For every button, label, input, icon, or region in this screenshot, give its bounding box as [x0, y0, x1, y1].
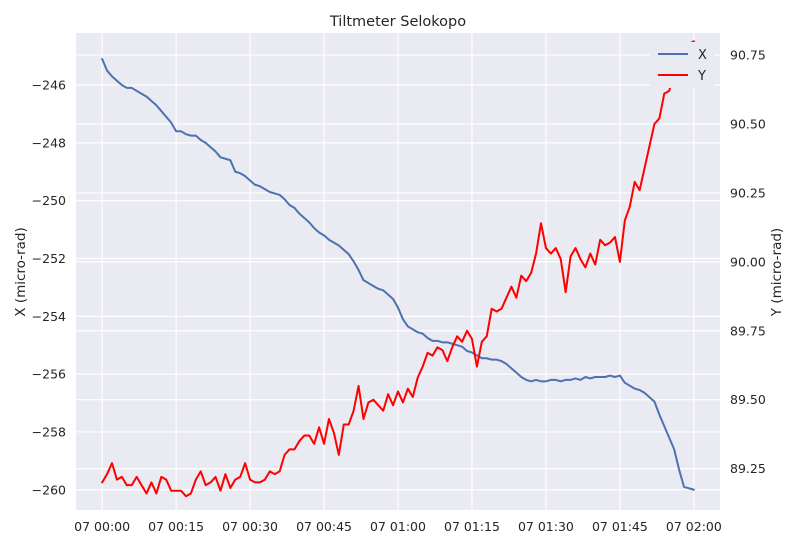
left-y-tick-label: −254	[32, 309, 66, 324]
left-y-tick-label: −260	[32, 482, 66, 497]
right-y-tick-labels: 90.75 90.50 90.25 90.00 89.75 89.50 89.25	[730, 48, 766, 477]
left-y-tick-label: −248	[32, 135, 66, 150]
left-y-tick-label: −258	[32, 424, 66, 439]
left-y-tick-label: −256	[32, 367, 66, 382]
left-y-tick-labels: −246 −248 −250 −252 −254 −256 −258 −260	[32, 78, 66, 498]
x-tick-label: 07 01:45	[592, 519, 648, 534]
x-tick-label: 07 01:00	[370, 519, 426, 534]
x-tick-label: 07 02:00	[666, 519, 722, 534]
left-y-tick-label: −252	[32, 251, 66, 266]
x-tick-label: 07 01:30	[518, 519, 574, 534]
right-y-tick-label: 90.00	[730, 254, 766, 269]
legend-box	[650, 42, 714, 88]
x-tick-label: 07 00:30	[222, 519, 278, 534]
series-layer	[101, 40, 695, 498]
x-tick-labels: 07 00:00 07 00:15 07 00:30 07 00:45 07 01:00…	[74, 519, 722, 534]
right-y-axis-label: Y (micro-rad)	[769, 228, 785, 317]
legend: X Y	[650, 42, 714, 88]
left-y-axis-label: X (micro-rad)	[13, 227, 29, 316]
right-y-tick-label: 89.25	[730, 461, 766, 476]
grid-lines	[76, 33, 720, 510]
right-y-tick-label: 90.75	[730, 48, 766, 63]
right-y-tick-label: 90.25	[730, 185, 766, 200]
x-tick-label: 07 01:15	[444, 519, 500, 534]
x-tick-label: 07 00:15	[148, 519, 204, 534]
right-y-tick-label: 89.50	[730, 392, 766, 407]
right-y-tick-label: 90.50	[730, 116, 766, 131]
left-y-tick-label: −250	[32, 193, 66, 208]
right-y-tick-label: 89.75	[730, 323, 766, 338]
series-line-y	[101, 40, 695, 498]
left-y-tick-label: −246	[32, 78, 66, 93]
legend-label-x: X	[698, 48, 707, 63]
legend-label-y: Y	[697, 69, 706, 84]
x-tick-label: 07 00:00	[74, 519, 130, 534]
series-line-x	[101, 58, 695, 491]
chart-title: Tiltmeter Selokopo	[329, 14, 466, 30]
x-tick-label: 07 00:45	[296, 519, 352, 534]
